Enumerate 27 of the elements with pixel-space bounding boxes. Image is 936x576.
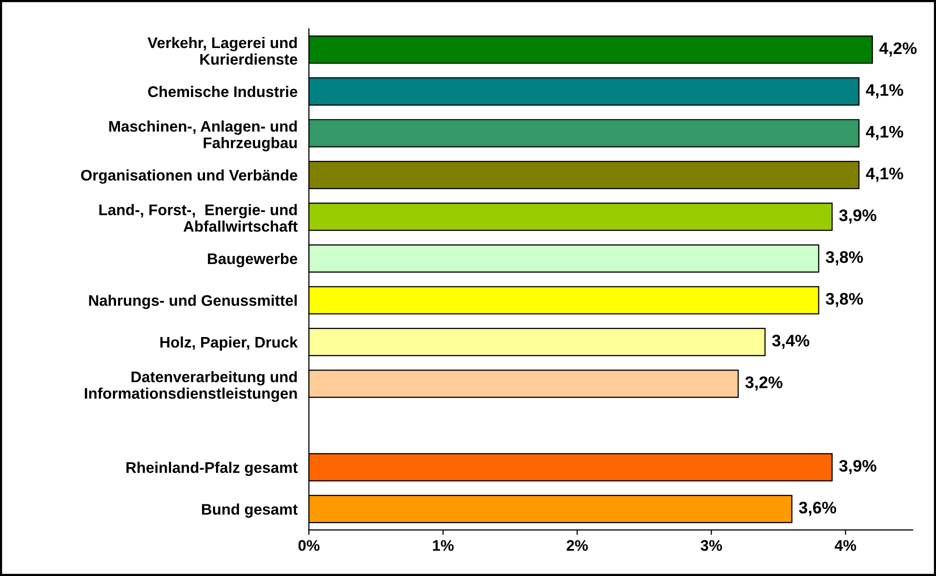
data-label: 3,4%	[772, 334, 810, 349]
data-label: 3,9%	[839, 209, 876, 224]
y-tick-label: Rheinland-Pfalz gesamt	[126, 462, 298, 476]
x-tick-label: 4%	[834, 540, 856, 551]
y-tick-label: Chemische Industrie	[148, 86, 298, 98]
data-label: 4,1%	[866, 168, 904, 182]
y-tick-label: Baugewerbe	[208, 252, 298, 268]
y-tick-label: Bund gesamt	[202, 504, 298, 518]
y-tick-label: Holz, Papier, Druck	[160, 336, 298, 351]
y-tick-label: Maschinen-, Anlagen- und Fahrzeugbau	[109, 120, 297, 152]
data-label: 3,9%	[839, 460, 876, 474]
x-tick-label: 2%	[566, 540, 588, 551]
y-tick-label: Verkehr, Lagerei und Kurierdienste	[148, 36, 298, 65]
data-label: 4,1%	[866, 126, 904, 140]
x-tick-label: 0%	[298, 540, 320, 551]
x-tick-label: 1%	[432, 540, 454, 551]
data-label: 4,2%	[879, 42, 917, 57]
x-tick-label: 3%	[700, 540, 722, 551]
y-tick-label: Organisationen und Verbände	[81, 169, 298, 184]
data-label: 3,8%	[826, 292, 863, 308]
data-label: 4,1%	[866, 84, 904, 98]
data-label: 3,6%	[798, 502, 836, 516]
data-label: 3,2%	[745, 376, 782, 391]
data-label: 3,8%	[826, 251, 863, 266]
y-tick-label: Nahrungs- und Genussmittel	[89, 294, 297, 310]
y-tick-label: Land-, Forst-, Energie- und Abfallwirtschaft	[99, 204, 298, 232]
y-tick-label: Datenverarbeitung und Informationsdienstleistungen	[84, 371, 297, 402]
